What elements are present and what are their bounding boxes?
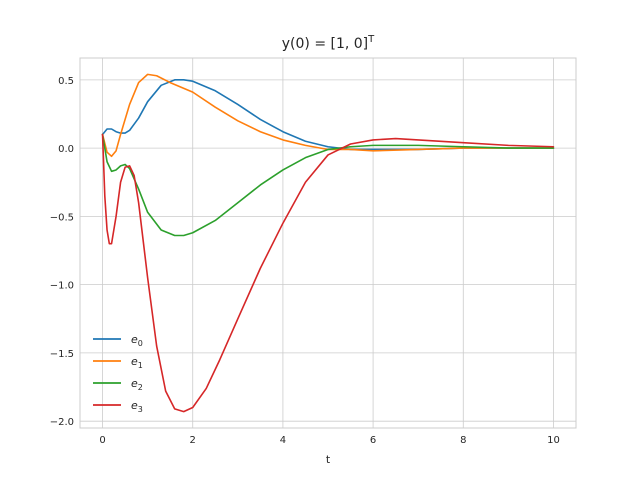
y-tick-label: −0.5 — [50, 212, 74, 223]
y-tick-label: −1.0 — [50, 281, 74, 292]
x-tick-label: 6 — [370, 435, 376, 446]
chart-title-superscript: T — [367, 34, 375, 45]
legend-label-e1: e1 — [131, 355, 143, 370]
plot-frame — [79, 57, 577, 429]
x-tick-label: 0 — [99, 435, 105, 446]
series-line-e2 — [101, 133, 555, 237]
y-tick-label: −2.0 — [50, 417, 74, 428]
chart-title-text: y(0) = [1, 0] — [282, 36, 368, 52]
y-tick-label: −1.5 — [50, 349, 74, 360]
x-tick-label: 8 — [460, 435, 466, 446]
plot-area: 0 2 4 6 8 10 0.5 0.0 −0.5 −1.0 −1.5 −2.0 e0 e1 e2 e3 — [50, 57, 577, 446]
y-tick-label: 0.5 — [58, 76, 74, 87]
y-tick-label: 0.0 — [58, 144, 74, 155]
x-tick-label: 4 — [280, 435, 286, 446]
series-line-e1 — [101, 73, 555, 158]
x-tick-label: 2 — [190, 435, 196, 446]
plot-background — [80, 58, 576, 428]
legend-label-e2: e2 — [131, 377, 143, 392]
x-axis-label: t — [326, 453, 331, 466]
series-line-e3 — [101, 133, 555, 413]
legend: e0 e1 e2 e3 — [93, 333, 143, 414]
legend-label-e0: e0 — [131, 333, 143, 348]
x-tick-label: 10 — [547, 435, 560, 446]
legend-label-e3: e3 — [131, 399, 143, 414]
chart-title: y(0) = [1, 0]T — [282, 34, 375, 52]
